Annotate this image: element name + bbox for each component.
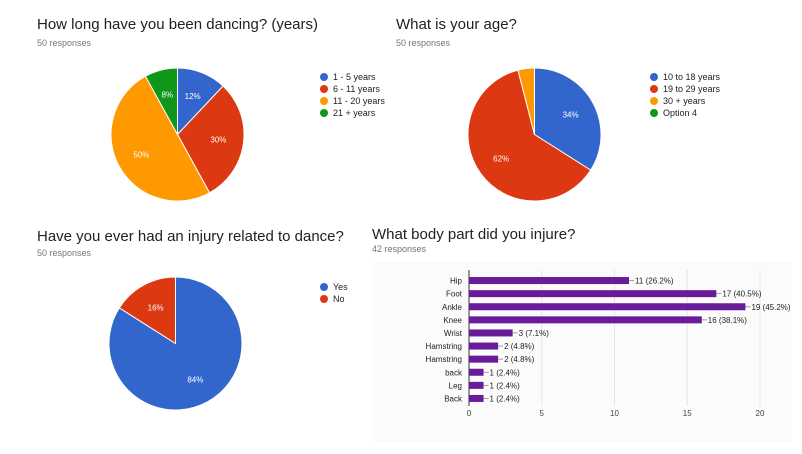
legend-color-dot-icon — [320, 294, 328, 303]
legend-color-dot-icon — [650, 84, 658, 93]
legend-color-dot-icon — [320, 72, 328, 81]
pie-slice-label: 34% — [563, 111, 579, 120]
legend-color-dot-icon — [320, 108, 328, 117]
pie-slice-2 — [176, 85, 245, 194]
legend-item: No — [320, 293, 348, 304]
chart-subtitle: 50 responses — [37, 38, 92, 48]
chart-title: Have you ever had an injury related to d… — [37, 228, 344, 245]
legend-color-dot-icon — [320, 282, 328, 291]
bar — [469, 316, 702, 324]
bar — [469, 290, 717, 298]
legend-item: 11 - 20 years — [320, 95, 385, 106]
data-label: 19 (45.2%) — [751, 303, 790, 312]
bar — [469, 394, 484, 402]
legend-item: 1 - 5 years — [320, 71, 385, 82]
category-label: Hamstring — [426, 342, 462, 351]
pie-slice-label: 84% — [187, 376, 203, 385]
pie-slice-label: 8% — [161, 91, 173, 100]
data-label: 2 (4.8%) — [504, 355, 535, 364]
data-label: 11 (26.2%) — [635, 277, 674, 286]
legend-label: 10 to 18 years — [663, 71, 721, 82]
x-tick-label: 5 — [540, 409, 545, 418]
chart-title: What body part did you injure? — [372, 226, 576, 243]
data-label: 17 (40.5%) — [722, 290, 761, 299]
pie-slice-label: 12% — [185, 92, 201, 101]
bar — [469, 329, 513, 337]
pie-slice-2 — [118, 276, 176, 345]
legend-item: 6 - 11 years — [320, 83, 385, 94]
legend-color-dot-icon — [650, 108, 658, 117]
legend-item: 30 + years — [650, 95, 720, 106]
chart-title: How long have you been dancing? (years) — [37, 16, 319, 33]
pie-slice-label: 16% — [148, 303, 164, 312]
category-label: Hip — [450, 277, 463, 286]
bar — [469, 342, 499, 350]
category-label: Foot — [446, 290, 463, 299]
data-label: 1 (2.4%) — [490, 368, 521, 377]
legend-color-dot-icon — [650, 72, 658, 81]
pie-slice-3 — [517, 67, 535, 135]
category-label: Hamstring — [426, 355, 462, 364]
pie-chart: 12% 30% 50% 8% — [110, 67, 245, 202]
legend-label: No — [333, 293, 345, 304]
legend-item: Option 4 — [650, 107, 720, 118]
category-label: Back — [444, 394, 463, 403]
legend-color-dot-icon — [320, 84, 328, 93]
category-label: Wrist — [444, 329, 463, 338]
legend-label: 11 - 20 years — [333, 95, 385, 106]
legend-label: Option 4 — [663, 107, 698, 118]
category-label: Ankle — [442, 303, 463, 312]
chart-subtitle: 42 responses — [372, 244, 427, 254]
pie-slice-label: 30% — [210, 136, 226, 145]
legend-label: 19 to 29 years — [663, 83, 721, 94]
pie-slice-label: 62% — [493, 155, 509, 164]
pie-chart: 34% 62% — [467, 67, 602, 202]
chart-legend: 1 - 5 years 6 - 11 years 11 - 20 years 21 +… — [320, 71, 385, 119]
data-label: 2 (4.8%) — [504, 342, 535, 351]
bar-chart: 0 5 10 15 20 Hip 11 (26.2%) Foot 17 (40.5%) Ankle… — [426, 270, 791, 418]
legend-item: 10 to 18 years — [650, 71, 720, 82]
chart-subtitle: 50 responses — [37, 248, 92, 258]
data-label: 1 (2.4%) — [490, 394, 521, 403]
chart-title: What is your age? — [396, 16, 517, 33]
chart-legend: Yes No — [320, 281, 348, 305]
legend-label: 6 - 11 years — [333, 83, 380, 94]
pie-slice-3 — [110, 75, 211, 202]
legend-color-dot-icon — [320, 96, 328, 105]
bar — [469, 277, 630, 285]
pie-slice-label: 50% — [133, 150, 149, 159]
x-tick-label: 0 — [467, 409, 472, 418]
x-tick-label: 20 — [756, 409, 765, 418]
chart-subtitle: 50 responses — [396, 38, 451, 48]
pie-chart: 84% 16% — [108, 276, 243, 411]
legend-label: 1 - 5 years — [333, 71, 376, 82]
category-label: back — [445, 368, 463, 377]
data-label: 1 (2.4%) — [490, 381, 521, 390]
legend-label: 30 + years — [663, 95, 706, 106]
legend-label: 21 + years — [333, 107, 376, 118]
category-label: Leg — [449, 381, 462, 390]
legend-item: 21 + years — [320, 107, 385, 118]
x-tick-label: 10 — [610, 409, 619, 418]
data-label: 16 (38.1%) — [708, 316, 747, 325]
pie-slice-2 — [467, 69, 592, 202]
bar — [469, 368, 484, 376]
bar — [469, 303, 746, 311]
category-label: Knee — [443, 316, 462, 325]
x-tick-label: 15 — [683, 409, 692, 418]
pie-slice-4 — [144, 67, 178, 135]
legend-item: 19 to 29 years — [650, 83, 720, 94]
data-label: 3 (7.1%) — [519, 329, 550, 338]
bar — [469, 355, 499, 363]
legend-color-dot-icon — [650, 96, 658, 105]
bar — [469, 381, 484, 389]
legend-label: Yes — [333, 281, 348, 292]
chart-legend: 10 to 18 years 19 to 29 years 30 + years Op… — [650, 71, 720, 119]
legend-item: Yes — [320, 281, 348, 292]
